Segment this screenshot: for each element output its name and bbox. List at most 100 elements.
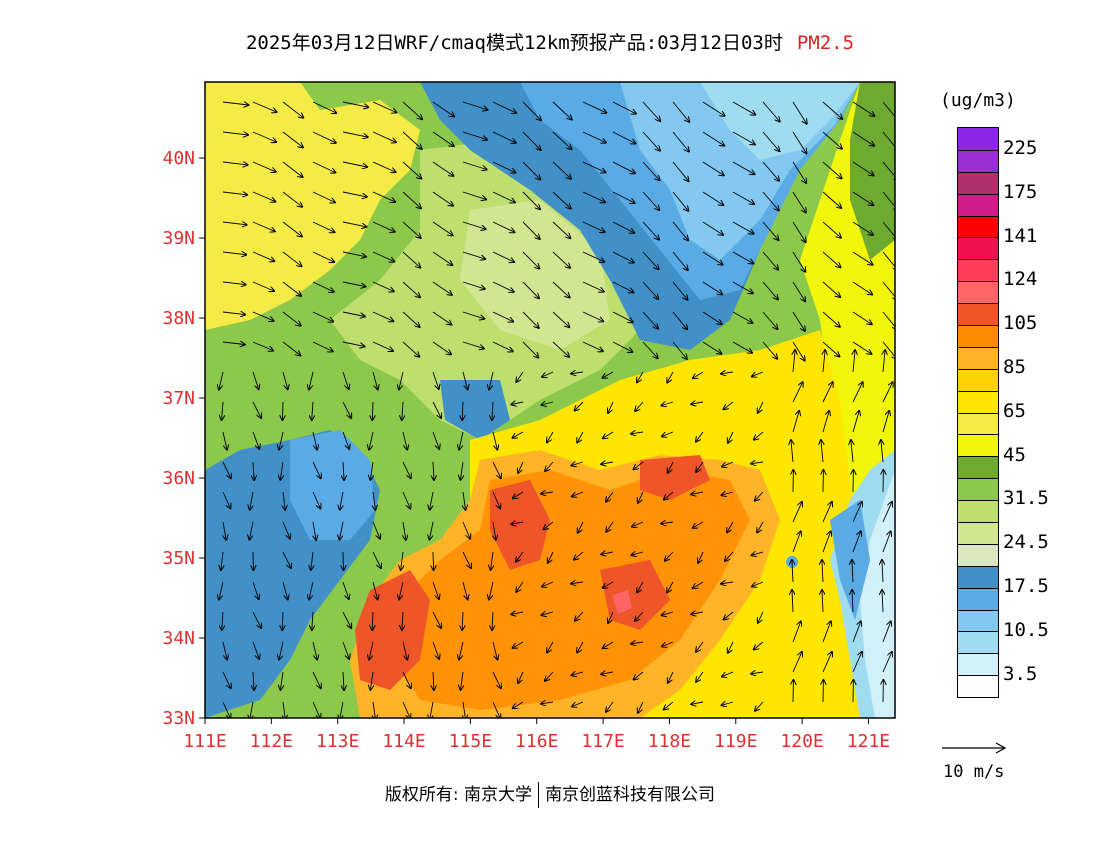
wind-arrow: [342, 131, 368, 137]
colorbar-label: 141: [1003, 224, 1038, 247]
wind-arrow: [342, 371, 349, 389]
wind-arrow: [754, 641, 764, 650]
wind-arrow: [222, 342, 245, 345]
wind-arrow: [492, 131, 516, 143]
wind-arrow: [722, 671, 734, 677]
wind-arrow: [402, 161, 421, 179]
wind-arrow: [881, 440, 883, 463]
wind-arrow: [606, 701, 614, 712]
wind-arrow: [577, 641, 584, 653]
wind-arrow: [547, 641, 554, 652]
wind-arrow: [282, 191, 302, 207]
wind-arrow: [402, 341, 419, 357]
wind-arrow: [822, 101, 842, 119]
wind-arrow: [252, 611, 261, 628]
wind-arrow: [312, 641, 317, 660]
wind-arrow: [672, 191, 688, 211]
wind-arrow: [762, 161, 779, 181]
wind-arrow: [492, 311, 513, 322]
wind-arrow: [725, 551, 734, 561]
colorbar-label: 10.5: [1003, 618, 1049, 641]
wind-arrow: [433, 461, 434, 480]
colorbar-label: 124: [1003, 268, 1038, 291]
wind-arrow: [492, 191, 515, 202]
wind-arrow: [552, 131, 572, 149]
wind-arrow: [702, 281, 722, 294]
wind-arrow: [462, 191, 486, 199]
wind-arrow: [661, 522, 674, 524]
wind-arrow: [342, 581, 349, 599]
wind-arrow: [672, 281, 688, 300]
wind-arrow: [522, 101, 541, 120]
wind-arrow: [252, 131, 276, 142]
wind-arrow: [882, 382, 893, 403]
colorbar-swatch: [958, 565, 998, 588]
lon-label: 118E: [648, 731, 691, 752]
wind-arrow: [606, 521, 614, 532]
wind-arrow: [370, 461, 373, 480]
wind-arrow: [343, 671, 344, 690]
wind-arrow: [402, 671, 411, 688]
wind-arrow: [492, 491, 500, 509]
wind-arrow: [822, 191, 841, 208]
wind-arrow: [432, 281, 452, 295]
wind-arrow: [552, 221, 570, 238]
wind-arrow: [696, 641, 704, 652]
wind-arrow: [792, 311, 805, 331]
wind-arrow: [547, 431, 554, 442]
wind-arrow: [552, 161, 571, 179]
wind-arrow: [542, 581, 554, 587]
wind-arrow: [631, 642, 644, 644]
wind-arrow: [582, 251, 604, 262]
wind-arrow: [342, 641, 349, 659]
wind-arrow: [402, 401, 403, 420]
colorbar-swatch: [958, 237, 998, 260]
wind-arrow: [370, 671, 373, 690]
wind-arrow: [492, 161, 515, 173]
wind-arrow: [552, 311, 569, 327]
lon-label: 113E: [316, 731, 359, 752]
wind-arrow: [822, 411, 829, 433]
wind-arrow: [541, 402, 554, 405]
wind-arrow: [522, 191, 540, 209]
wind-arrow: [722, 461, 734, 467]
wind-arrow: [664, 701, 674, 710]
wind-arrow: [762, 191, 779, 210]
colorbar-swatch: [958, 653, 998, 676]
wind-arrow: [492, 671, 501, 688]
longitude-axis: 111E 112E 113E 114E 115E 116E 117E 118E 119E 120E…: [183, 718, 890, 752]
title-text: 2025年03月12日WRF/cmaq模式12km预报产品:03月12日03时: [245, 32, 783, 54]
wind-arrow: [606, 491, 614, 502]
wind-arrow: [791, 440, 793, 463]
map-frame: [204, 81, 896, 719]
wind-arrow: [372, 371, 378, 389]
wind-arrow: [252, 101, 277, 112]
wind-arrow: [372, 101, 396, 113]
wind-arrow: [372, 161, 396, 172]
wind-arrow: [792, 251, 805, 272]
wind-arrow: [372, 221, 395, 232]
wind-arrow: [283, 491, 285, 510]
wind-arrow: [582, 191, 605, 202]
lon-label: 117E: [581, 731, 624, 752]
wind-arrow: [432, 221, 453, 235]
lat-label: 39N: [162, 228, 195, 249]
wind-arrow: [572, 491, 584, 496]
wind-arrow: [752, 552, 764, 555]
colorbar-swatch: [958, 368, 998, 391]
wind-arrow: [822, 251, 841, 267]
colorbar-swatch: [958, 325, 998, 347]
wind-arrow: [402, 101, 422, 119]
wind-arrow: [402, 611, 403, 630]
wind-arrow: [402, 311, 420, 327]
wind-arrow: [582, 341, 603, 351]
colorbar-swatch: [958, 543, 998, 566]
wind-arrow: [758, 401, 764, 413]
wind-arrow: [852, 101, 875, 116]
wind-arrow: [491, 551, 493, 570]
wind-arrow: [732, 161, 755, 174]
wind-arrow: [601, 552, 614, 554]
wind-arrow: [852, 131, 874, 146]
colorbar-label: 65: [1003, 399, 1026, 422]
wind-arrow: [372, 191, 395, 202]
